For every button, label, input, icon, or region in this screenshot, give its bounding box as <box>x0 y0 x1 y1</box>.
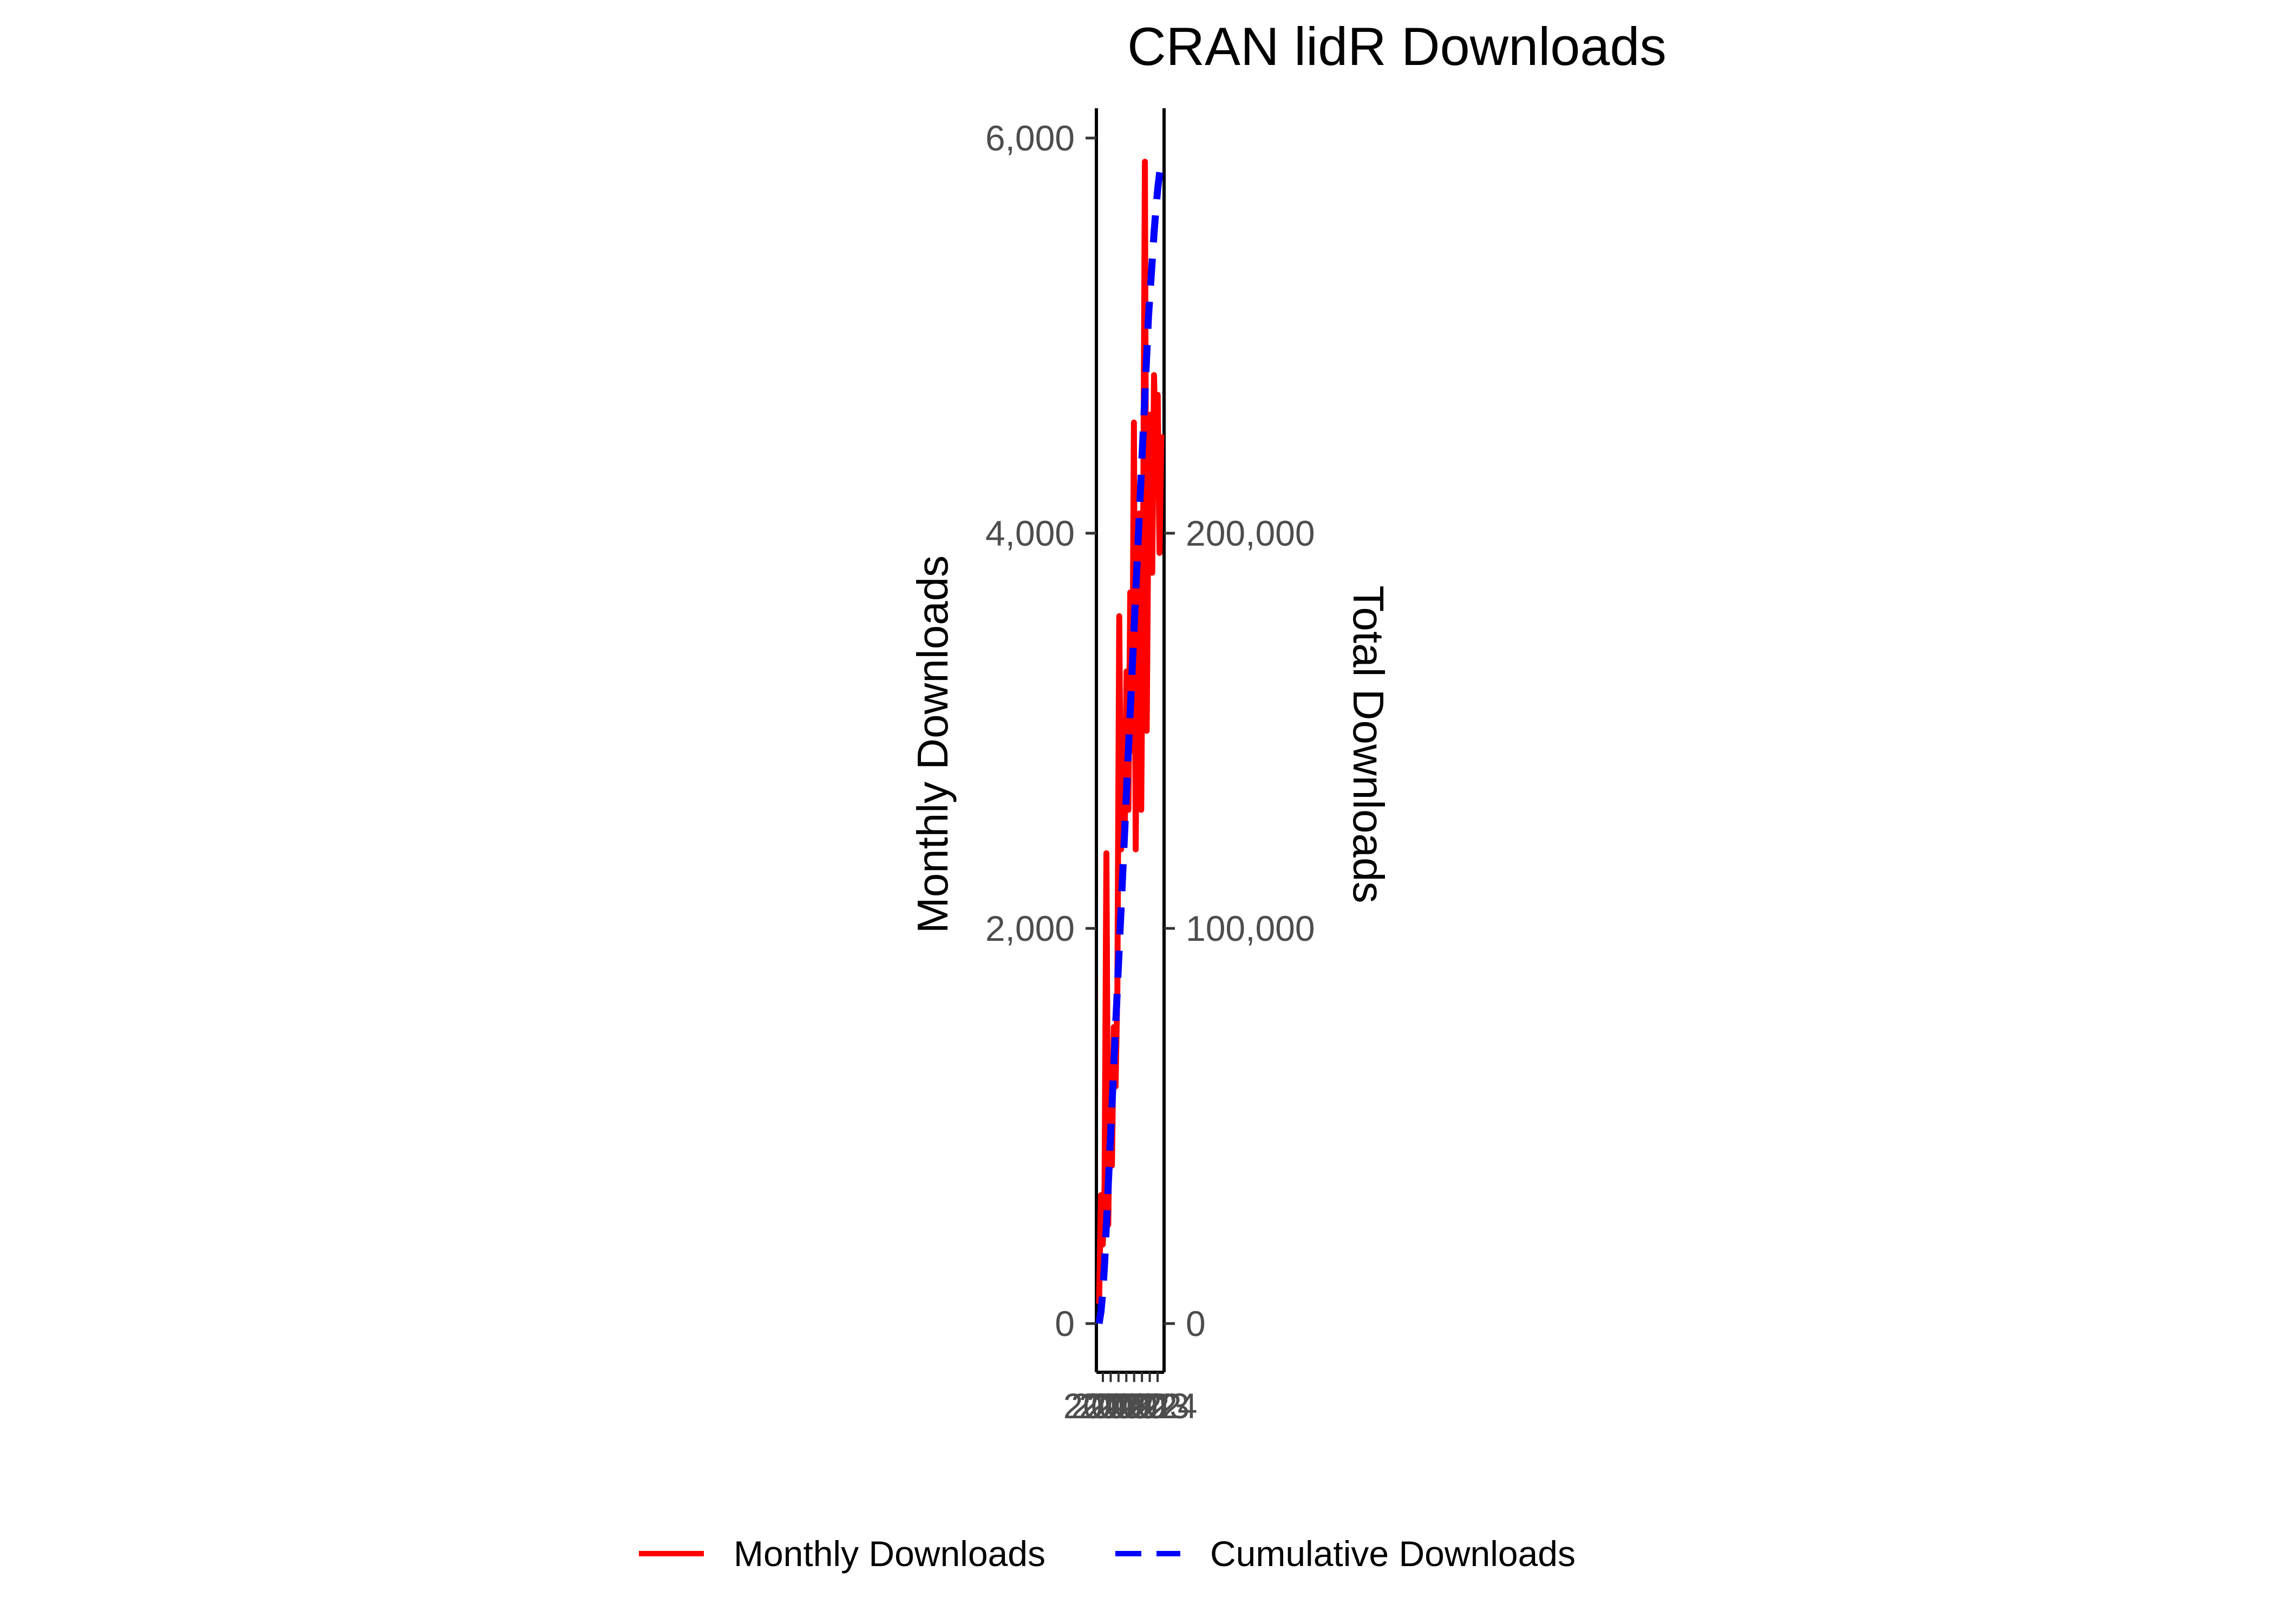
series-layer <box>1095 159 1165 1324</box>
legend-label-cumulative: Cumulative Downloads <box>1210 1534 1576 1574</box>
left-tick-label: 6,000 <box>985 118 1075 158</box>
right-axis-ticks: 0 100,000 200,000 <box>1164 513 1315 1344</box>
x-tick-label: 2017 <box>1063 1386 1143 1426</box>
series-line-monthly <box>1096 159 1165 1304</box>
legend-label-monthly: Monthly Downloads <box>734 1534 1045 1574</box>
x-tick-label: 2020 <box>1087 1386 1166 1426</box>
x-tick-label: 2022 <box>1102 1386 1182 1426</box>
series-line-cumulative <box>1095 161 1165 1324</box>
left-tick-label: 0 <box>1055 1304 1075 1344</box>
x-tick-label: 2018 <box>1071 1386 1151 1426</box>
left-tick-label: 2,000 <box>985 908 1075 948</box>
left-axis-ticks: 0 2,000 4,000 6,000 <box>985 118 1096 1344</box>
right-tick-label: 0 <box>1186 1304 1206 1344</box>
y-axis-title-right: Total Downloads <box>1344 586 1393 903</box>
legend: Monthly Downloads Cumulative Downloads <box>639 1534 1576 1574</box>
x-tick-label: 2024 <box>1118 1386 1198 1426</box>
x-tick-label: 2019 <box>1079 1386 1158 1426</box>
chart-title: CRAN lidR Downloads <box>1127 16 1667 76</box>
right-tick-label: 100,000 <box>1186 908 1315 948</box>
x-tick-label: 2023 <box>1110 1386 1190 1426</box>
right-tick-label: 200,000 <box>1186 513 1315 553</box>
left-tick-label: 4,000 <box>985 513 1075 553</box>
x-tick-label: 2021 <box>1094 1386 1174 1426</box>
y-axis-title-left: Monthly Downloads <box>909 555 957 933</box>
plot-panel <box>1095 108 1166 1374</box>
